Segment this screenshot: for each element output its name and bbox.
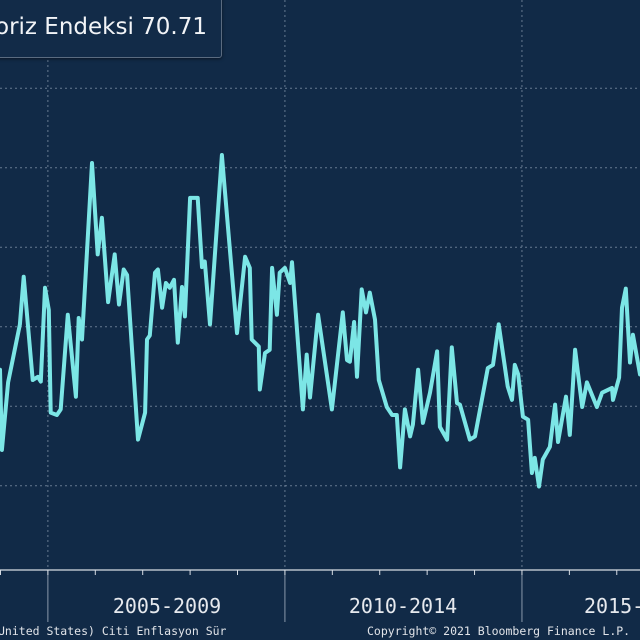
series-line-group — [0, 153, 640, 489]
x-tick-label-2010-2014: 2010-2014 — [348, 594, 458, 618]
chart-title: oriz Endeksi 70.71 — [0, 14, 208, 40]
series-line — [0, 153, 640, 489]
x-tick-label-2015: 2015- — [584, 594, 640, 618]
source-note: United States) Citi Enflasyon Sür — [0, 624, 227, 638]
x-tick-label-2005-2009: 2005-2009 — [112, 594, 222, 618]
copyright-note: Copyright© 2021 Bloomberg Finance L.P. — [367, 624, 631, 638]
gridlines — [0, 0, 640, 570]
chart-title-box: oriz Endeksi 70.71 — [0, 0, 223, 58]
x-axis — [0, 569, 640, 622]
